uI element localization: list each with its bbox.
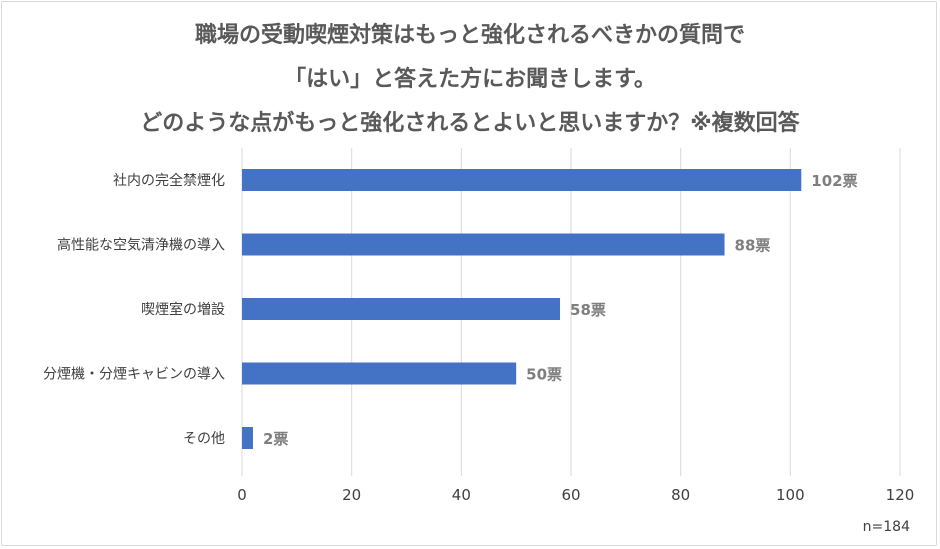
data-label: 58票 <box>570 301 606 319</box>
category-label: その他 <box>183 431 225 447</box>
x-tick-label: 40 <box>452 486 471 504</box>
category-label: 喫煙室の増設 <box>141 301 225 318</box>
chart-title-line-2: 「はい」と答えた方にお聞きします。 <box>284 67 656 92</box>
data-label: 50票 <box>526 366 562 384</box>
data-label: 88票 <box>735 237 771 255</box>
chart-title-line-3: どのような点がもっと強化されるとよいと思いますか？※複数回答 <box>140 111 800 136</box>
x-tick-label: 0 <box>237 486 247 504</box>
bar <box>242 233 725 256</box>
x-tick-label: 60 <box>561 486 580 504</box>
bar <box>242 298 561 320</box>
category-label: 社内の完全禁煙化 <box>113 172 225 189</box>
bar <box>242 169 802 191</box>
x-tick-label: 100 <box>776 486 805 504</box>
sample-size-note: n=184 <box>862 519 910 535</box>
bar <box>242 362 517 385</box>
chart-title-line-1: 職場の受動喫煙対策はもっと強化されるべきかの質問で <box>194 23 745 48</box>
x-tick-label: 120 <box>886 486 915 504</box>
x-tick-label: 20 <box>342 486 361 504</box>
data-label: 102票 <box>811 172 857 190</box>
bar <box>242 427 253 449</box>
x-tick-label: 80 <box>671 486 690 504</box>
category-label: 分煙機・分煙キャビンの導入 <box>43 367 225 383</box>
category-label: 高性能な空気清浄機の導入 <box>57 237 225 254</box>
data-label: 2票 <box>263 430 288 448</box>
